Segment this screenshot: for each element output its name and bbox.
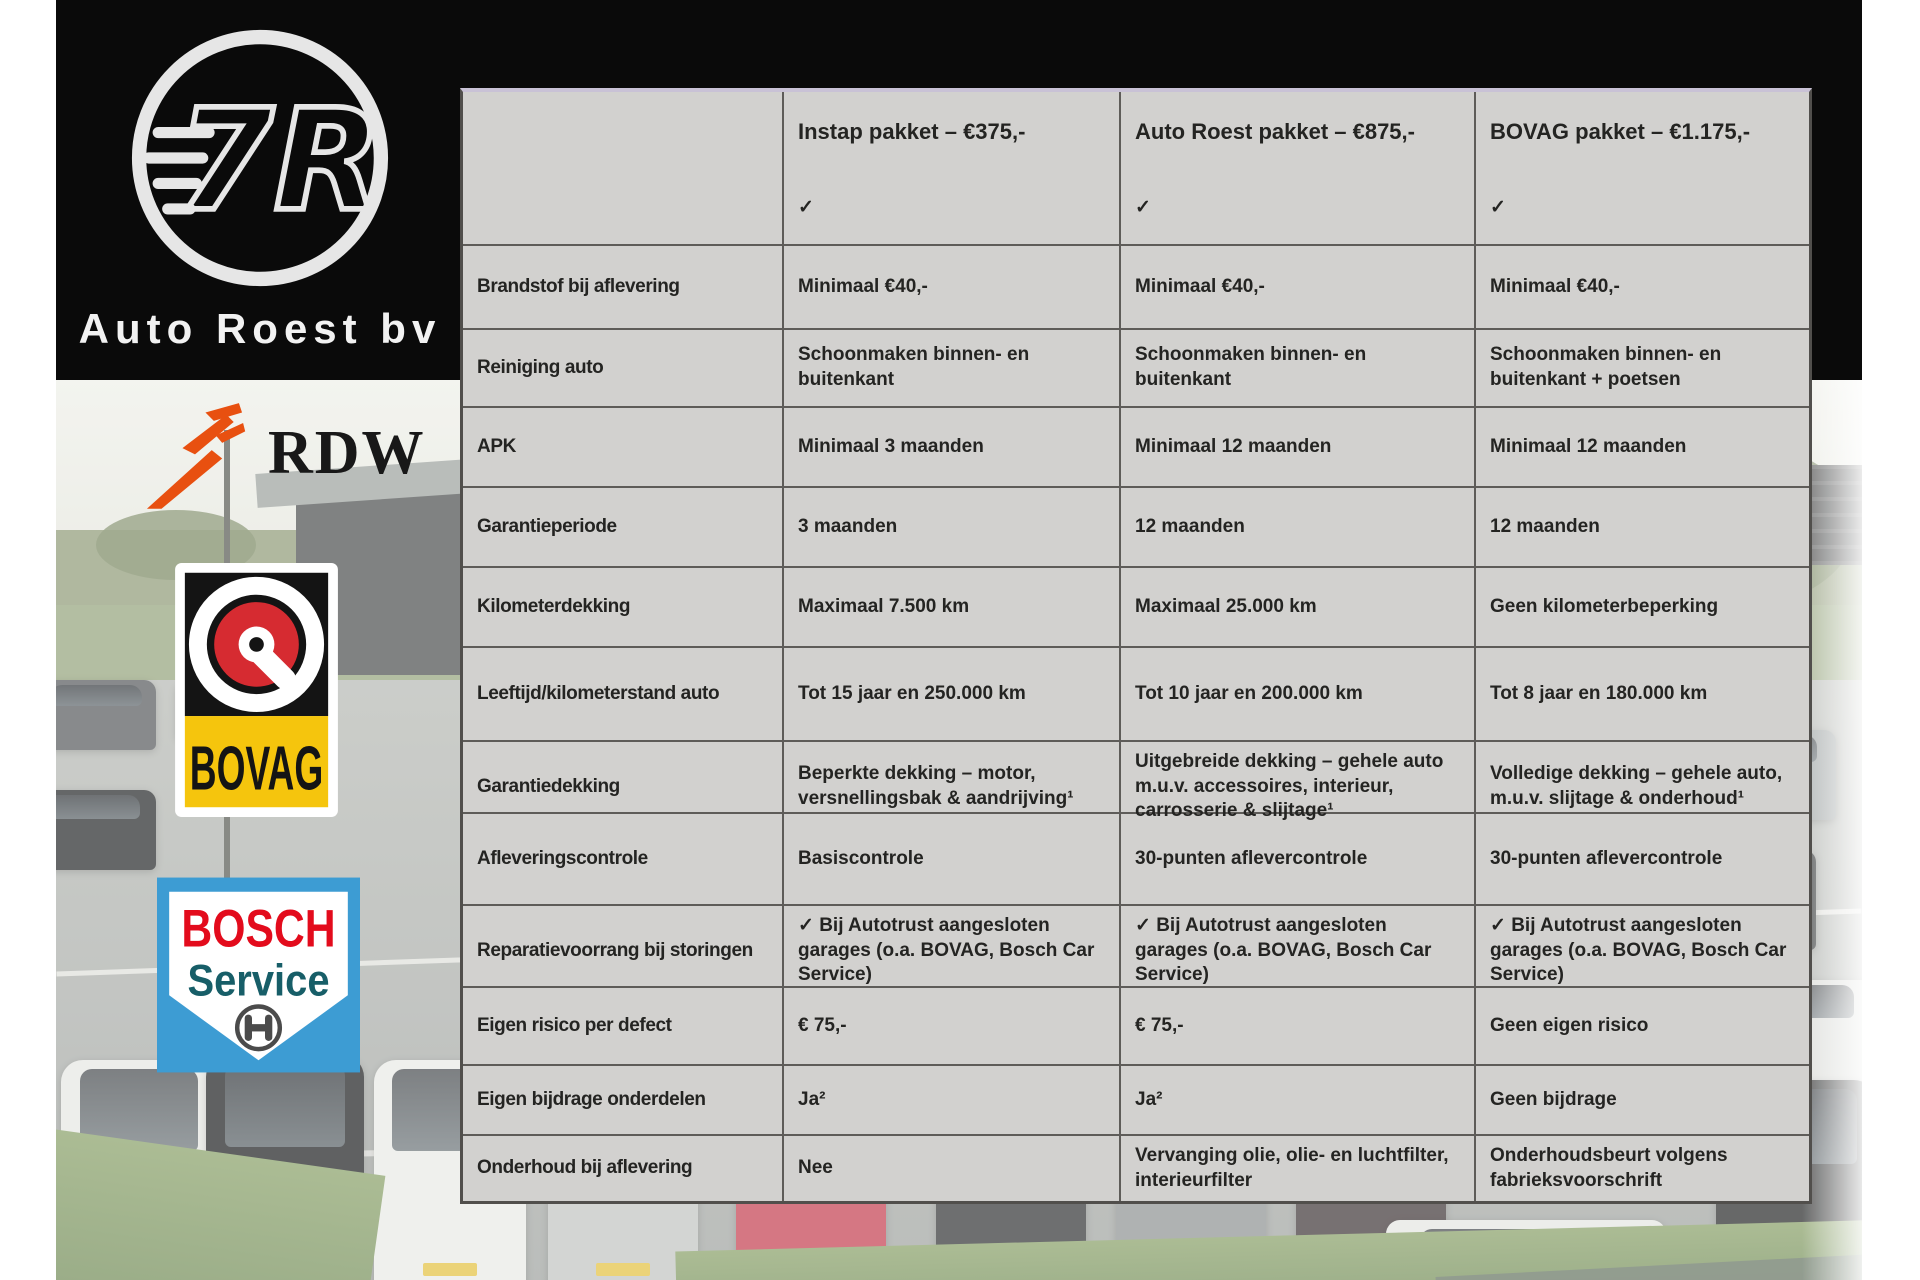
row-value: Tot 8 jaar en 180.000 km xyxy=(1474,648,1803,740)
row-value: Schoonmaken binnen- en buitenkant xyxy=(1119,330,1474,406)
table-row: ✓ ✓ ✓ xyxy=(463,172,1809,244)
table-row: Eigen bijdrage onderdelen Ja² Ja² Geen bijd… xyxy=(463,1064,1809,1134)
table-row: Reiniging auto Schoonmaken binnen- en bui… xyxy=(463,328,1809,406)
row-value: Tot 10 jaar en 200.000 km xyxy=(1119,648,1474,740)
table-row: Eigen risico per defect € 75,- € 75,- Geen … xyxy=(463,986,1809,1064)
auto-roest-monogram-icon: 7R xyxy=(131,29,389,287)
table-row: APK Minimaal 3 maanden Minimaal 12 maanden… xyxy=(463,406,1809,486)
row-value: Nee xyxy=(782,1136,1119,1202)
row-value: ✓ Bij Autotrust aangesloten garages (o.a… xyxy=(782,906,1119,997)
header-cell-auto-roest: Auto Roest pakket – €875,- xyxy=(1119,92,1474,172)
rdw-text: RDW xyxy=(268,419,426,487)
row-value: Ja² xyxy=(782,1066,1119,1134)
row-value: 30-punten aflevercontrole xyxy=(1474,814,1803,904)
row-value: Geen eigen risico xyxy=(1474,988,1803,1064)
bovag-text: BOVAG xyxy=(190,734,324,803)
table-row: Reparatievoorrang bij storingen ✓ Bij Aut… xyxy=(463,904,1809,997)
row-label: Eigen bijdrage onderdelen xyxy=(477,1088,706,1110)
table-row: Leeftijd/kilometerstand auto Tot 15 jaar … xyxy=(463,646,1809,740)
row-value: Uitgebreide dekking – gehele auto m.u.v.… xyxy=(1119,742,1474,833)
car-shape xyxy=(56,790,156,870)
header-cell-instap: Instap pakket – €375,- xyxy=(782,92,1119,172)
row-value: Maximaal 7.500 km xyxy=(782,568,1119,646)
row-label: Reiniging auto xyxy=(477,356,604,378)
row-value: Minimaal 12 maanden xyxy=(1474,408,1803,486)
table-row: Kilometerdekking Maximaal 7.500 km Maximaa… xyxy=(463,566,1809,646)
row-label: Eigen risico per defect xyxy=(477,1014,672,1036)
row-value: Basiscontrole xyxy=(782,814,1119,904)
row-value: Minimaal €40,- xyxy=(1474,246,1803,328)
row-value: Minimaal 12 maanden xyxy=(1119,408,1474,486)
row-value: Geen bijdrage xyxy=(1474,1066,1803,1134)
rdw-wing-icon xyxy=(146,403,246,509)
row-value: Schoonmaken binnen- en buitenkant xyxy=(782,330,1119,406)
row-value: ✓ xyxy=(1474,172,1803,244)
row-value: Geen kilometerbeperking xyxy=(1474,568,1803,646)
table-row: Afleveringscontrole Basiscontrole 30-punte… xyxy=(463,812,1809,904)
row-value: Minimaal €40,- xyxy=(1119,246,1474,328)
row-value: ✓ Bij Autotrust aangesloten garages (o.a… xyxy=(1474,906,1803,997)
table-header-row: Instap pakket – €375,- Auto Roest pakket… xyxy=(463,92,1809,172)
row-value: Beperkte dekking – motor, versnellingsba… xyxy=(782,742,1119,833)
row-value: Maximaal 25.000 km xyxy=(1119,568,1474,646)
row-value: 3 maanden xyxy=(782,488,1119,566)
bosch-text: BOSCH xyxy=(181,900,335,959)
table-row: Garantiedekking Beperkte dekking – motor,… xyxy=(463,740,1809,833)
row-label: Onderhoud bij aflevering xyxy=(477,1157,693,1179)
row-value: Ja² xyxy=(1119,1066,1474,1134)
row-label: Brandstof bij aflevering xyxy=(477,275,680,297)
auto-roest-name: Auto Roest bv xyxy=(78,305,442,352)
header-cell-bovag: BOVAG pakket – €1.175,- xyxy=(1474,92,1803,172)
table-row: Garantieperiode 3 maanden 12 maanden 12 maa… xyxy=(463,486,1809,566)
header-cell-empty xyxy=(463,92,782,172)
row-value: Schoonmaken binnen- en buitenkant + poet… xyxy=(1474,330,1803,406)
row-label: Afleveringscontrole xyxy=(477,847,648,869)
auto-roest-logo: 7R xyxy=(100,18,420,368)
row-value: Vervanging olie, olie- en luchtfilter, i… xyxy=(1119,1136,1474,1202)
bosch-service-logo: BOSCH Service xyxy=(157,877,360,1073)
row-value: € 75,- xyxy=(1119,988,1474,1064)
package-comparison-table: Instap pakket – €375,- Auto Roest pakket… xyxy=(460,88,1812,1205)
car-shape xyxy=(56,680,156,750)
row-label: APK xyxy=(477,435,516,457)
row-value: 12 maanden xyxy=(1474,488,1803,566)
bosch-armature-icon xyxy=(234,1004,283,1052)
bosch-service-text: Service xyxy=(187,956,329,1005)
row-label: Garantieperiode xyxy=(477,515,617,537)
row-value: Volledige dekking – gehele auto, m.u.v. … xyxy=(1474,742,1803,833)
row-label: Leeftijd/kilometerstand auto xyxy=(477,682,720,704)
monogram-text: 7R xyxy=(176,80,381,243)
row-label: Kilometerdekking xyxy=(477,595,631,617)
bosch-service-icon: BOSCH Service xyxy=(157,877,360,1073)
row-value: Tot 15 jaar en 250.000 km xyxy=(782,648,1119,740)
row-label: Reparatievoorrang bij storingen xyxy=(477,939,753,961)
bovag-logo: BOVAG xyxy=(175,563,338,817)
row-value: ✓ xyxy=(1119,172,1474,244)
row-value: ✓ Bij Autotrust aangesloten garages (o.a… xyxy=(1119,906,1474,997)
table-row: Brandstof bij aflevering Minimaal €40,- Mi… xyxy=(463,244,1809,328)
row-value: Onderhoudsbeurt volgens fabrieksvoorschr… xyxy=(1474,1136,1803,1202)
row-label xyxy=(463,172,782,244)
rdw-logo: RDW xyxy=(110,400,424,520)
row-label: Garantiedekking xyxy=(477,775,620,797)
photo-right-fade xyxy=(1802,380,1862,1280)
row-value: € 75,- xyxy=(782,988,1119,1064)
row-value: 30-punten aflevercontrole xyxy=(1119,814,1474,904)
table-row: Onderhoud bij aflevering Nee Vervanging ol… xyxy=(463,1134,1809,1202)
row-value: ✓ xyxy=(782,172,1119,244)
row-value: Minimaal €40,- xyxy=(782,246,1119,328)
bovag-icon: BOVAG xyxy=(175,563,338,817)
row-value: Minimaal 3 maanden xyxy=(782,408,1119,486)
row-value: 12 maanden xyxy=(1119,488,1474,566)
